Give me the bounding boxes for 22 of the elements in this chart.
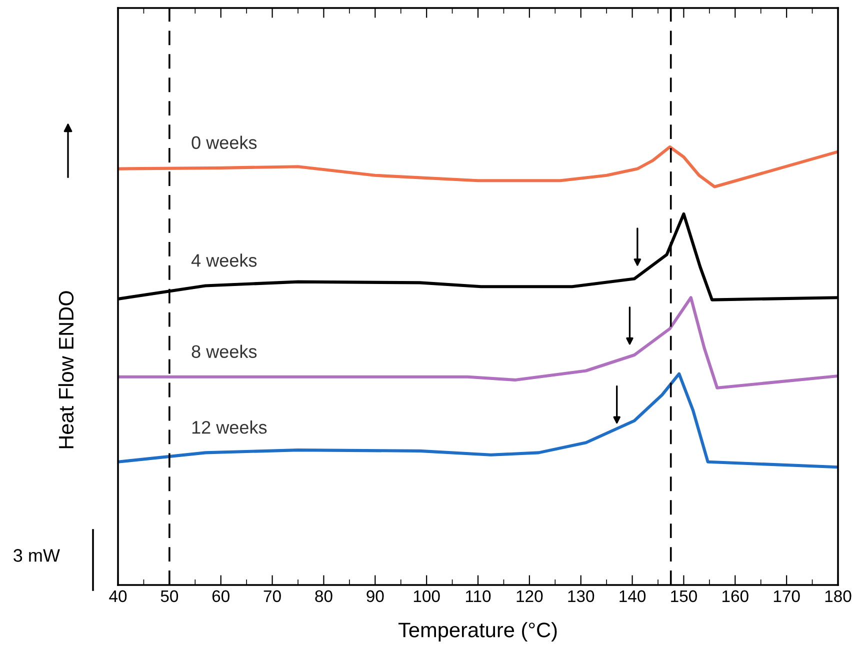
series-label: 0 weeks bbox=[192, 136, 257, 150]
series-label: 4 weeks bbox=[191, 254, 257, 267]
x-tick-label: 110 bbox=[466, 590, 491, 602]
x-tick-label: 140 bbox=[620, 590, 646, 602]
x-tick-label: 120 bbox=[516, 590, 543, 602]
x-tick-label: 150 bbox=[671, 590, 697, 602]
x-axis-title: Temperature (°C) bbox=[398, 622, 557, 642]
x-tick-label: 180 bbox=[825, 590, 852, 602]
series-label: 12 weeks bbox=[192, 420, 267, 434]
series-label: 8 weeks bbox=[192, 344, 257, 358]
x-tick-label: 170 bbox=[774, 590, 800, 602]
x-tick-label: 90 bbox=[366, 590, 384, 602]
x-tick-label: 70 bbox=[264, 590, 281, 602]
text: 3 mW bbox=[14, 549, 60, 562]
x-tick-label: 80 bbox=[315, 590, 332, 602]
x-tick-label: 130 bbox=[568, 590, 594, 602]
x-tick-label: 160 bbox=[722, 590, 748, 602]
y-axis-title: Heat Flow ENDO bbox=[58, 291, 74, 448]
x-tick-label: 60 bbox=[212, 590, 230, 602]
x-tick-label: 50 bbox=[160, 590, 178, 602]
x-tick-label: 100 bbox=[414, 590, 440, 602]
x-tick-label: 40 bbox=[109, 590, 127, 602]
